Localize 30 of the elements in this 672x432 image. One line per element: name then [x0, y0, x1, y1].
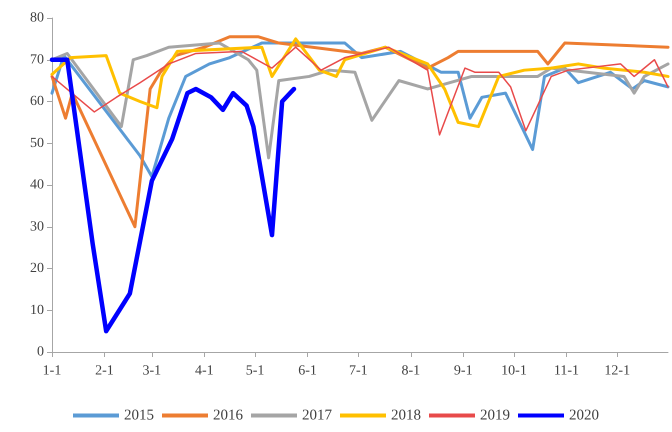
legend-label: 2018 — [391, 408, 421, 424]
y-tick-label: 10 — [30, 302, 44, 318]
x-tick-label: 7-1 — [348, 364, 368, 378]
x-tick-label: 6-1 — [298, 364, 317, 378]
x-tick-label: 9-1 — [454, 364, 473, 378]
legend-label: 2017 — [302, 408, 332, 424]
line-series — [50, 58, 296, 334]
legend-label: 2015 — [124, 408, 154, 424]
y-tick-label: 70 — [30, 52, 44, 68]
y-tick-label: 60 — [30, 94, 44, 109]
x-tick-label: 3-1 — [142, 364, 162, 378]
line-series — [51, 46, 669, 136]
legend-label: 2016 — [213, 408, 244, 424]
y-tick-label: 30 — [30, 219, 44, 234]
x-tick-label: 5-1 — [246, 364, 264, 378]
x-tick-label: 8-1 — [401, 364, 420, 378]
y-tick-label: 40 — [30, 178, 44, 192]
y-tick-label: 0 — [37, 344, 44, 360]
line-series — [50, 37, 670, 128]
legend-label: 2020 — [569, 408, 599, 424]
x-tick-label: 4-1 — [194, 364, 214, 378]
x-tick-label: 10-1 — [501, 364, 527, 378]
x-tick-label: 2-1 — [95, 364, 114, 378]
x-tick-label: 11-1 — [554, 364, 580, 378]
x-tick-label: 12-1 — [604, 364, 630, 378]
legend-label: 2019 — [480, 408, 510, 424]
y-tick-label: 50 — [30, 136, 44, 151]
y-tick-label: 80 — [30, 10, 44, 26]
y-tick-label: 20 — [30, 261, 44, 276]
x-tick-label: 1-1 — [42, 364, 62, 378]
